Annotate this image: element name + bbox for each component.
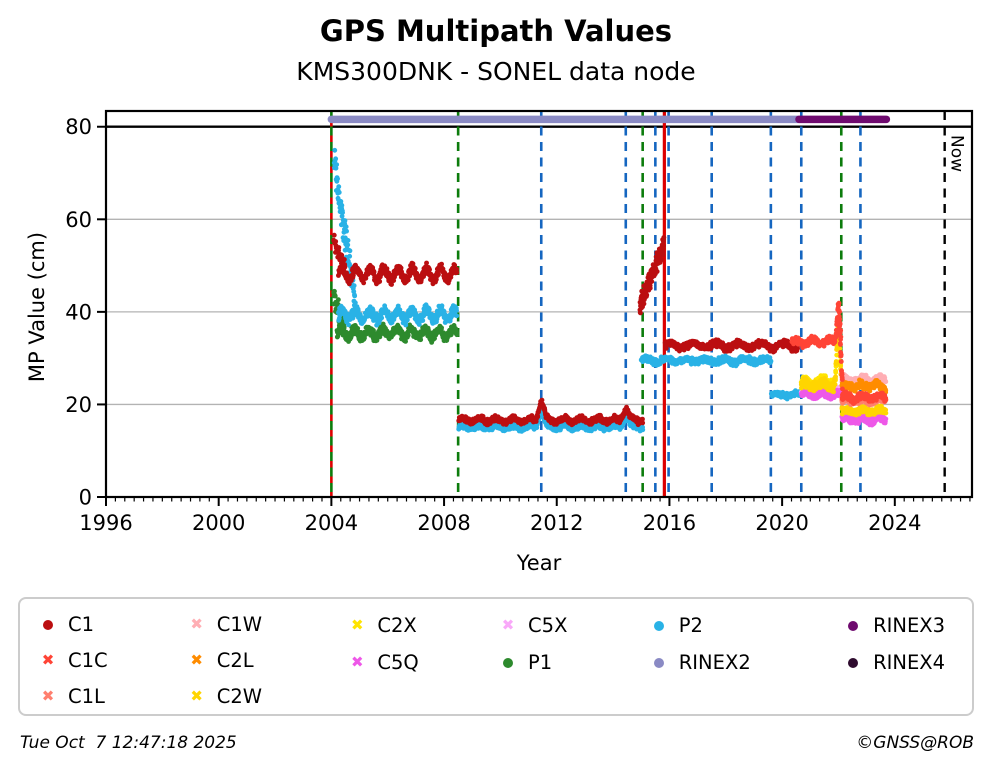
y-tick-label: 40: [65, 300, 92, 324]
legend-item-P2: P2: [649, 607, 843, 644]
plot-timestamp: Tue Oct 7 12:47:18 2025: [20, 733, 237, 753]
legend-item-RINEX4: RINEX4: [843, 644, 972, 681]
legend-label: C2X: [377, 614, 417, 637]
credit-text: ©GNSS@ROB: [856, 733, 974, 753]
legend-item-C2X: ✖ C2X: [347, 607, 498, 644]
x-tick-label: 2020: [755, 511, 808, 535]
legend-item-C5X: ✖ C5X: [498, 607, 649, 644]
x-axis-label: Year: [516, 551, 562, 575]
legend-label: RINEX2: [678, 651, 751, 674]
circle-marker-icon: [38, 619, 58, 630]
x-marker-icon: ✖: [190, 615, 203, 634]
legend-label: C2W: [216, 684, 263, 708]
legend-item-C2L: ✖ C2L: [187, 643, 348, 679]
y-tick-label: 20: [65, 393, 92, 417]
circle-marker-icon: [843, 620, 863, 631]
legend-item-C1: C1: [38, 607, 187, 643]
y-axis-label: MP Value (cm): [25, 231, 49, 383]
legend-label: P1: [528, 651, 553, 674]
x-marker-icon: ✖: [351, 616, 364, 634]
chart-canvas: Now 1996 2000 2004 2008 2012 2016 2020 2024 0 20 40…: [65, 109, 974, 535]
legend-item-C2W: ✖ C2W: [187, 678, 348, 714]
plot-border: [104, 109, 974, 499]
legend-item-C1C: ✖ C1C: [38, 643, 187, 679]
legend-item-P1: P1: [498, 644, 649, 681]
legend-column: P2 RINEX2: [649, 607, 843, 714]
x-marker-icon: ✖: [190, 651, 203, 669]
legend-item-RINEX3: RINEX3: [843, 607, 972, 644]
legend-column: ✖ C2X ✖ C5Q: [347, 607, 498, 714]
x-tick-label: 2012: [530, 511, 583, 535]
x-marker-icon: ✖: [190, 686, 203, 705]
circle-marker-icon: [649, 620, 669, 631]
legend-label: C5X: [528, 614, 568, 637]
event-lines: [330, 111, 862, 497]
legend-label: C5Q: [377, 651, 419, 674]
legend-column: C1 ✖ C1C ✖ C1L: [38, 607, 187, 714]
x-tick-label: 1996: [79, 511, 132, 535]
legend-label: P2: [678, 614, 703, 637]
x-marker-icon: ✖: [41, 686, 55, 705]
now-label: Now: [947, 135, 967, 172]
x-tick-label: 2004: [305, 511, 358, 535]
series-P2: [331, 147, 804, 434]
legend-label: C1C: [68, 649, 108, 672]
legend-column: ✖ C1W ✖ C2L ✖ C2W: [187, 607, 348, 714]
legend-column: ✖ C5X P1: [498, 607, 649, 714]
legend-label: C1L: [68, 684, 105, 708]
y-tick-label: 0: [79, 486, 92, 510]
series-C1: [331, 232, 800, 428]
legend-label: RINEX3: [873, 614, 946, 637]
x-tick-label: 2016: [643, 511, 696, 535]
series-C5Q: [798, 386, 889, 428]
circle-marker-icon: [498, 657, 518, 668]
legend-item-C1L: ✖ C1L: [38, 678, 187, 714]
axis-ticks: 1996 2000 2004 2008 2012 2016 2020 2024 0 20 40 60 8…: [65, 115, 971, 535]
x-tick-label: 2000: [192, 511, 245, 535]
x-marker-icon: ✖: [501, 616, 515, 634]
legend-label: C2L: [216, 649, 254, 672]
x-marker-icon: ✖: [351, 653, 364, 671]
legend-box: C1 ✖ C1C ✖ C1L ✖ C1W ✖ C2L ✖ C2W ✖ C2X ✖ C5Q ✖ C5X P1 P2 RI…: [18, 597, 974, 716]
legend-item-RINEX2: RINEX2: [649, 644, 843, 681]
x-tick-label: 2008: [417, 511, 470, 535]
chart-title: GPS Multipath Values: [319, 14, 673, 48]
y-tick-label: 60: [65, 208, 92, 232]
x-marker-icon: ✖: [41, 651, 55, 669]
x-tick-label: 2024: [868, 511, 921, 535]
series-C2L: [839, 377, 889, 395]
legend-label: C1W: [216, 613, 263, 637]
legend-label: RINEX4: [873, 651, 946, 674]
series-P1: [331, 288, 460, 345]
y-tick-label: 80: [65, 115, 92, 139]
chart-subtitle: KMS300DNK - SONEL data node: [296, 57, 696, 86]
circle-marker-icon: [843, 657, 863, 668]
series-C1C: [789, 300, 889, 406]
legend-column: RINEX3 RINEX4: [843, 607, 972, 714]
circle-marker-icon: [649, 657, 669, 668]
legend-item-C5Q: ✖ C5Q: [347, 644, 498, 681]
legend-item-C1W: ✖ C1W: [187, 607, 348, 643]
legend-label: C1: [68, 613, 95, 637]
